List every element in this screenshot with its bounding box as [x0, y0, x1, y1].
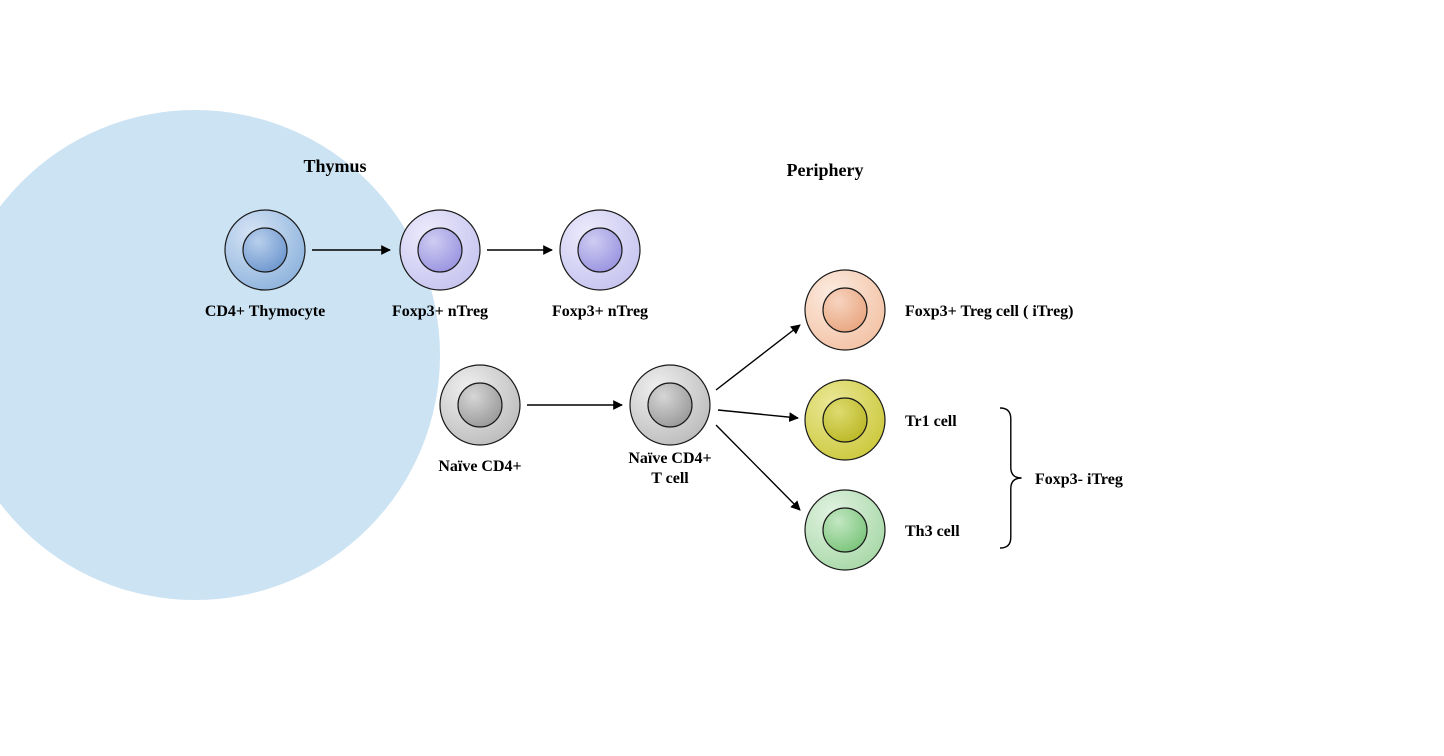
- cell-naive_cd4_periphery: Naïve CD4+ T cell: [628, 365, 711, 487]
- cell-nucleus-naive_cd4_thymus: [458, 383, 502, 427]
- cell-label-itreg: Foxp3+ Treg cell ( iTreg): [905, 303, 1074, 320]
- cell-label-naive_cd4_thymus: Naïve CD4+: [438, 458, 521, 475]
- cell-itreg: Foxp3+ Treg cell ( iTreg): [805, 270, 1074, 350]
- cell-label-th3: Th3 cell: [905, 523, 960, 540]
- treg-differentiation-diagram: Thymus Periphery CD4+ Thymocyte Foxp3+ nTre…: [0, 0, 1444, 756]
- cell-nucleus-itreg: [823, 288, 867, 332]
- cell-nucleus-cd4_thymocyte: [243, 228, 287, 272]
- cell-label-naive_cd4_periphery-l1: Naïve CD4+: [628, 450, 711, 467]
- cell-nucleus-th3: [823, 508, 867, 552]
- cell-nucleus-tr1: [823, 398, 867, 442]
- root: Thymus Periphery CD4+ Thymocyte Foxp3+ nTre…: [0, 110, 1123, 600]
- brace-label: Foxp3- iTreg: [1035, 471, 1123, 488]
- periphery-label: Periphery: [787, 160, 864, 180]
- cell-label-foxp3_ntreg_1: Foxp3+ nTreg: [392, 303, 488, 320]
- arrow-a4: [716, 325, 800, 390]
- arrow-a6: [716, 425, 800, 510]
- thymus-label: Thymus: [303, 156, 366, 176]
- brace-foxp3neg: [1000, 408, 1022, 548]
- cell-th3: Th3 cell: [805, 490, 960, 570]
- cell-nucleus-naive_cd4_periphery: [648, 383, 692, 427]
- cell-tr1: Tr1 cell: [805, 380, 957, 460]
- thymus-region: [0, 110, 440, 600]
- arrow-a5: [718, 410, 798, 418]
- cell-label-naive_cd4_periphery-l2: T cell: [651, 470, 689, 487]
- cell-nucleus-foxp3_ntreg_1: [418, 228, 462, 272]
- cell-label-tr1: Tr1 cell: [905, 413, 957, 430]
- cell-nucleus-foxp3_ntreg_2: [578, 228, 622, 272]
- cell-label-foxp3_ntreg_2: Foxp3+ nTreg: [552, 303, 648, 320]
- cell-naive_cd4_thymus: Naïve CD4+: [438, 365, 521, 475]
- cell-foxp3_ntreg_2: Foxp3+ nTreg: [552, 210, 648, 320]
- cell-foxp3_ntreg_1: Foxp3+ nTreg: [392, 210, 488, 320]
- cell-label-cd4_thymocyte: CD4+ Thymocyte: [205, 303, 325, 320]
